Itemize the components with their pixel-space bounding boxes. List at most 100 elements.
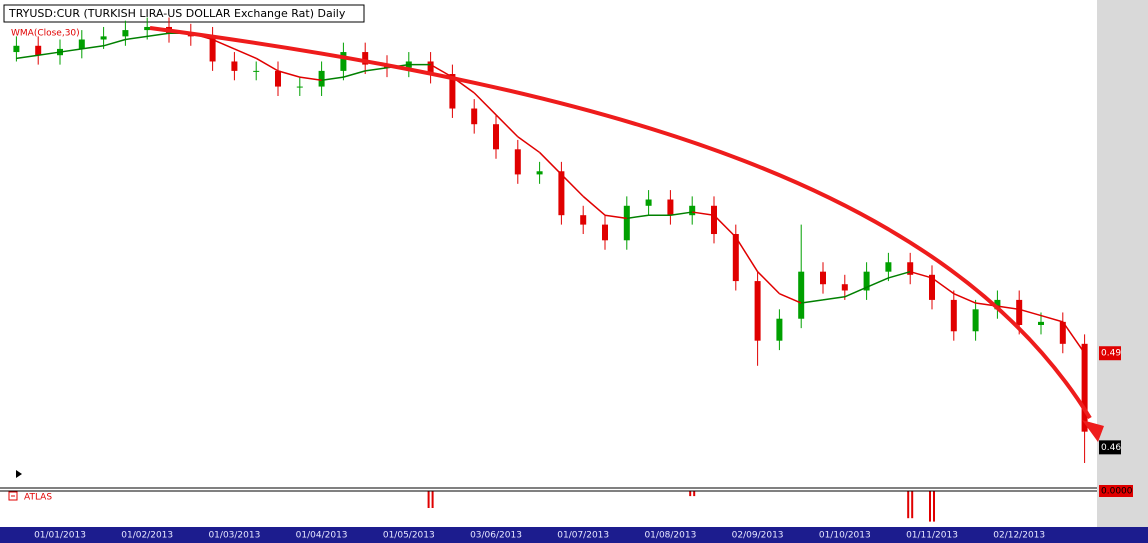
candle-body: [689, 205, 696, 216]
candle-body: [841, 284, 848, 291]
wma-segment: [626, 214, 649, 220]
wma-segment: [539, 151, 562, 175]
wma-segment: [713, 214, 737, 238]
price-marker: [1099, 440, 1121, 455]
date-bar: [0, 527, 1148, 543]
atlas-marker: [1099, 485, 1133, 497]
candle-body: [144, 26, 151, 31]
x-tick-label: 01/07/2013: [557, 531, 609, 541]
candle-body: [732, 234, 739, 282]
wma-segment: [299, 76, 322, 82]
candle-body: [776, 318, 783, 341]
wma-segment: [735, 236, 759, 273]
candle-body: [972, 309, 979, 332]
candle-body: [558, 171, 565, 216]
title-box: [3, 4, 365, 23]
wma-segment: [844, 286, 867, 298]
candle-body: [514, 149, 521, 175]
candle-body: [122, 30, 129, 37]
candle-body: [602, 224, 608, 241]
atlas-bar: [933, 491, 935, 522]
wma-segment: [277, 70, 301, 78]
wma-segment: [801, 299, 824, 304]
collapse-icon: [8, 491, 18, 501]
candle-body: [100, 36, 107, 40]
wma-segment: [81, 45, 104, 50]
candle-body: [340, 52, 347, 71]
x-tick-label: 01/10/2013: [819, 531, 871, 541]
wma-segment: [103, 38, 126, 47]
wma-segment: [147, 32, 170, 38]
wma-segment: [212, 38, 235, 50]
atlas-bar: [693, 491, 696, 497]
wma-segment: [1040, 314, 1064, 323]
wma-segment: [38, 51, 61, 56]
atlas-bar: [431, 491, 434, 508]
atlas-bar: [689, 491, 692, 497]
wma-segment: [931, 277, 955, 295]
wma-segment: [582, 195, 606, 216]
candle-body: [754, 281, 761, 341]
wma-segment: [560, 173, 584, 197]
candle-body: [1038, 321, 1044, 325]
atlas-bar: [427, 491, 430, 508]
candle-body: [536, 171, 543, 175]
wma-segment: [670, 211, 693, 216]
candle-body: [950, 299, 957, 332]
wma-segment: [779, 292, 802, 304]
candle-body: [929, 274, 935, 300]
wma-segment: [16, 54, 39, 60]
candle-body: [318, 70, 325, 87]
candle-body: [471, 108, 478, 125]
atlas-bar: [911, 491, 914, 519]
x-tick-label: 01/02/2013: [121, 531, 173, 541]
wma-segment: [495, 114, 519, 138]
candle-body: [994, 299, 1001, 310]
price-label: 0.46: [1101, 443, 1121, 453]
candle-body: [427, 61, 434, 75]
wma-segment: [234, 48, 257, 60]
atlas-tick-label: 0.0000: [1101, 487, 1133, 497]
candle-body: [907, 262, 914, 275]
candle-body: [35, 45, 42, 56]
wma-segment: [59, 48, 82, 53]
wma-segment: [365, 67, 388, 72]
candle-body: [667, 199, 674, 216]
x-tick-label: 02/09/2013: [732, 531, 784, 541]
candle-body: [885, 262, 892, 272]
wma-segment: [1062, 321, 1086, 354]
candle-body: [1081, 343, 1088, 432]
atlas-bar: [907, 491, 910, 519]
atlas-label: ATLAS: [24, 493, 52, 503]
trend-arrow: [149, 26, 1092, 420]
wma-segment: [1018, 308, 1042, 317]
wma-segment: [517, 136, 541, 154]
wma-legend: WMA(Close,30): [11, 29, 80, 39]
candle-body: [645, 199, 652, 206]
wma-segment: [953, 292, 976, 304]
x-tick-label: 01/01/2013: [34, 531, 86, 541]
candle-body: [78, 39, 85, 49]
wma-segment: [604, 214, 627, 220]
price-axis-area: [1097, 0, 1148, 527]
candle-body: [13, 45, 20, 53]
x-tick-label: 01/08/2013: [644, 531, 696, 541]
wma-segment: [343, 70, 366, 78]
candle-body: [296, 86, 303, 88]
candle-body: [493, 124, 499, 150]
candle-body: [1016, 299, 1023, 325]
chart-title: TRYUSD:CUR (TURKISH LIRA-US DOLLAR Excha…: [8, 7, 346, 20]
wma-segment: [822, 296, 845, 301]
wma-segment: [909, 270, 933, 279]
candle-body: [623, 205, 630, 241]
candle-body: [580, 215, 587, 225]
wma-segment: [692, 211, 715, 216]
wma-segment: [255, 57, 279, 72]
wma-segment: [430, 63, 453, 78]
candle-body: [209, 36, 216, 62]
price-label: 0.49: [1101, 349, 1121, 359]
candle-body: [820, 271, 826, 285]
candle-body: [275, 70, 281, 87]
x-tick-label: 03/06/2013: [470, 531, 522, 541]
